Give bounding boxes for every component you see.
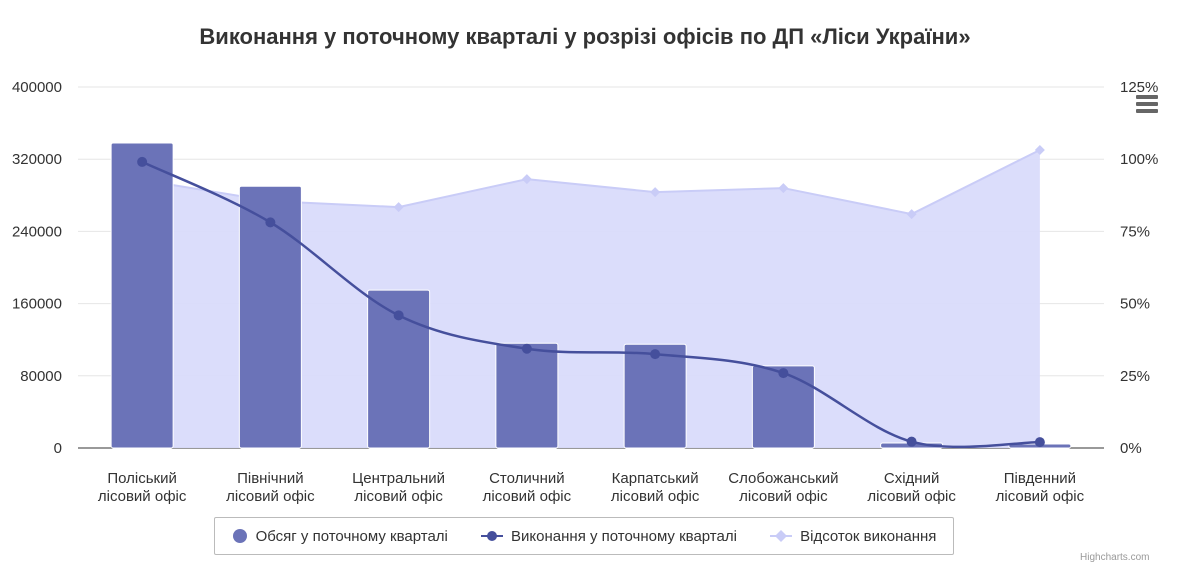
y-left-tick-label: 240000 [12,223,62,240]
x-category-label: Південний лісовий офіс [996,470,1085,505]
y-left-tick-label: 400000 [12,79,62,96]
x-category-label: Карпатський лісовий офіс [611,470,700,505]
x-category-label: Східний лісовий офіс [867,470,956,505]
bar [110,142,174,449]
y-left-tick-label: 80000 [20,368,62,385]
bar [751,365,815,449]
y-right-tick-label: 0% [1120,440,1142,457]
legend-item-percent[interactable]: Відсоток виконання [770,528,936,545]
y-left-tick-label: 320000 [12,151,62,168]
x-category-label: Поліський лісовий офіс [98,470,187,505]
line-point [137,156,148,167]
credits-link[interactable]: Highcharts.com [1080,552,1150,562]
circle-marker-icon [232,529,247,543]
bar [367,289,431,449]
legend-label: Виконання у поточному кварталі [511,527,737,545]
legend-label: Відсоток виконання [800,527,937,545]
diamond-marker-icon [770,530,793,542]
line-point [393,310,404,321]
x-category-label: Центральний лісовий офіс [352,470,445,505]
y-right-tick-label: 100% [1120,151,1158,168]
area-point [778,183,789,194]
area-point [650,187,661,198]
line-point [778,368,789,379]
legend-item-execution[interactable]: Виконання у поточному кварталі [481,528,737,545]
line-point [1034,437,1045,448]
chart-title: Виконання у поточному кварталі у розрізі… [199,24,971,49]
area-series-percent [142,149,1040,448]
bar [495,342,559,449]
x-category-label: Столичний лісовий офіс [483,470,572,505]
line-marker-icon [481,531,504,541]
area-point [906,209,917,220]
legend-label: Обсяг у поточному кварталі [255,527,448,545]
spline-series-execution [141,160,1040,449]
line-point [906,436,917,447]
legend-item-volume[interactable]: Обсяг у поточному кварталі [232,528,448,545]
line-point [650,349,661,360]
y-left-tick-label: 160000 [12,296,62,313]
legend: Обсяг у поточному кварталі Виконання у п… [214,517,954,555]
y-left-tick-label: 0 [54,440,62,457]
bar [238,185,302,449]
line-point [521,343,532,354]
x-category-label: Слобожанський лісовий офіс [728,470,838,505]
area-point [1034,144,1045,155]
y-right-tick-label: 50% [1120,296,1150,313]
area-point [521,174,532,185]
bar [623,343,687,449]
menu-icon[interactable] [1136,95,1158,116]
y-right-tick-label: 125% [1120,79,1158,96]
y-right-tick-label: 25% [1120,368,1150,385]
area-point [393,202,404,213]
y-right-tick-label: 75% [1120,223,1150,240]
line-point [265,217,276,228]
x-category-label: Північний лісовий офіс [226,470,315,505]
